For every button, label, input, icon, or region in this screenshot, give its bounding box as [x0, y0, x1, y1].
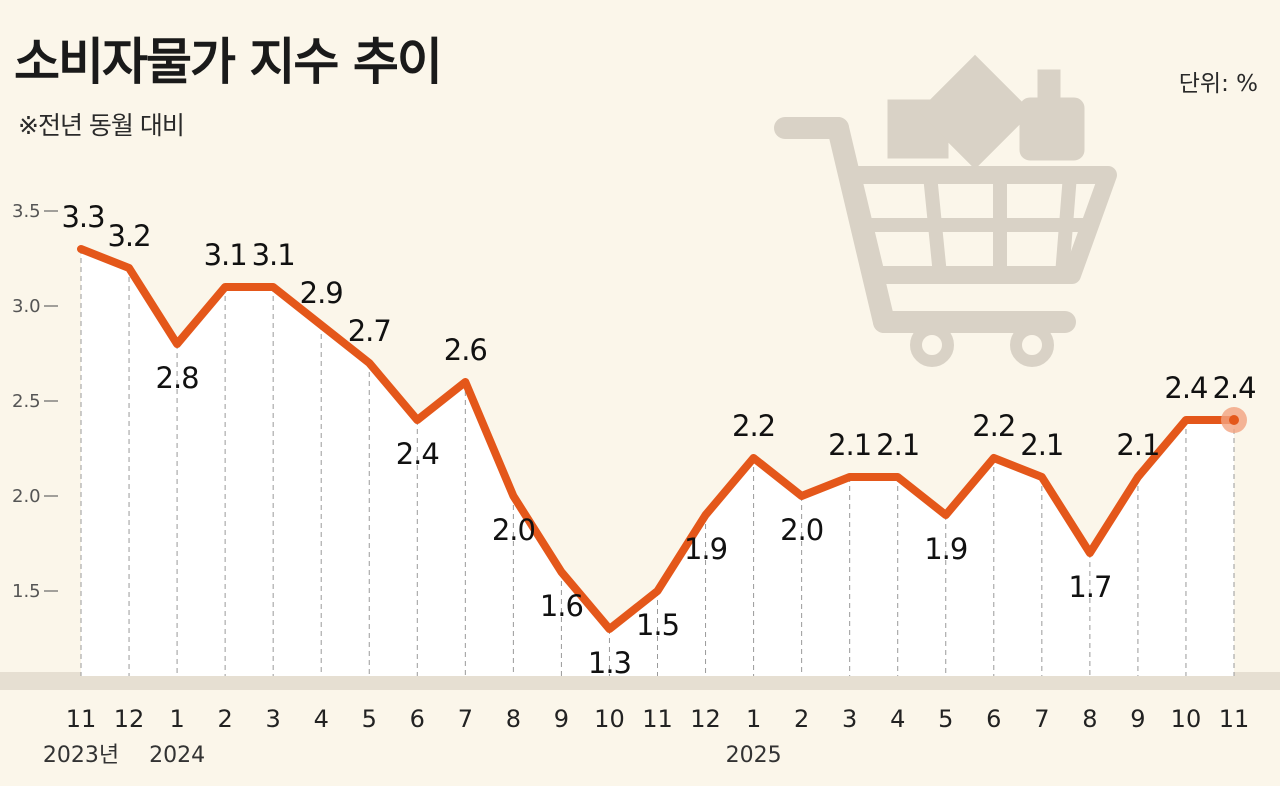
- data-label: 2.0: [780, 513, 823, 547]
- x-tick-label: 12: [114, 705, 145, 733]
- chart-subtitle: ※전년 동월 대비: [18, 111, 185, 140]
- x-tick-label: 12: [690, 705, 721, 733]
- data-label: 2.1: [876, 428, 919, 462]
- x-tick-label: 5: [938, 705, 953, 733]
- data-label: 3.3: [61, 200, 104, 234]
- data-label: 2.8: [156, 361, 199, 395]
- year-label: 2024: [149, 743, 205, 768]
- x-tick-label: 3: [266, 705, 281, 733]
- x-tick-label: 11: [66, 705, 97, 733]
- data-label: 1.9: [924, 532, 967, 566]
- data-label: 1.9: [684, 532, 727, 566]
- data-label: 2.1: [1020, 428, 1063, 462]
- data-label: 1.5: [636, 608, 679, 642]
- x-tick-label: 8: [1082, 705, 1097, 733]
- x-tick-label: 6: [986, 705, 1001, 733]
- data-label: 1.3: [588, 646, 631, 680]
- year-label: 2023년: [43, 743, 119, 768]
- x-tick-label: 7: [458, 705, 473, 733]
- series-line: [77, 245, 1238, 633]
- year-label: 2025: [726, 743, 782, 768]
- x-tick-label: 4: [314, 705, 329, 733]
- x-tick-label: 1: [746, 705, 761, 733]
- shopping-cart-icon: [774, 54, 1117, 367]
- x-tick-label: 10: [594, 705, 625, 733]
- y-tick-label: 1.5: [12, 581, 41, 602]
- data-label: 2.1: [1116, 428, 1159, 462]
- data-label: 3.1: [252, 238, 295, 272]
- unit-label: 단위: %: [1178, 71, 1258, 97]
- x-tick-label: 11: [1219, 705, 1250, 733]
- x-tick-label: 2: [217, 705, 232, 733]
- x-tick-label: 8: [506, 705, 521, 733]
- x-tick-label: 11: [642, 705, 673, 733]
- y-tick-label: 2.0: [12, 486, 41, 507]
- x-tick-label: 4: [890, 705, 905, 733]
- data-label: 2.2: [732, 409, 775, 443]
- x-tick-label: 1: [169, 705, 184, 733]
- x-tick-label: 5: [362, 705, 377, 733]
- data-label: 2.0: [492, 513, 535, 547]
- data-label: 1.7: [1068, 570, 1111, 604]
- data-label: 2.6: [444, 333, 487, 367]
- data-label: 2.9: [300, 276, 343, 310]
- chart-title: 소비자물가 지수 추이: [14, 33, 443, 91]
- x-tick-label: 9: [554, 705, 569, 733]
- y-tick-label: 2.5: [12, 391, 41, 412]
- baseline-band: [0, 672, 1280, 690]
- x-tick-label: 10: [1171, 705, 1202, 733]
- data-label: 2.7: [348, 314, 391, 348]
- data-label: 2.1: [828, 428, 871, 462]
- data-label: 3.1: [204, 238, 247, 272]
- data-label: 2.4: [396, 437, 439, 471]
- y-tick-label: 3.5: [12, 201, 41, 222]
- data-label: 2.2: [972, 409, 1015, 443]
- x-tick-label: 2: [794, 705, 809, 733]
- x-tick-label: 9: [1130, 705, 1145, 733]
- x-tick-label: 3: [842, 705, 857, 733]
- y-tick-label: 3.0: [12, 296, 41, 317]
- data-label: 2.4: [1212, 371, 1255, 405]
- data-label: 1.6: [540, 589, 583, 623]
- data-point: [1229, 415, 1239, 425]
- data-label: 2.4: [1164, 371, 1207, 405]
- x-tick-label: 6: [410, 705, 425, 733]
- data-label: 3.2: [107, 219, 150, 253]
- x-tick-label: 7: [1034, 705, 1049, 733]
